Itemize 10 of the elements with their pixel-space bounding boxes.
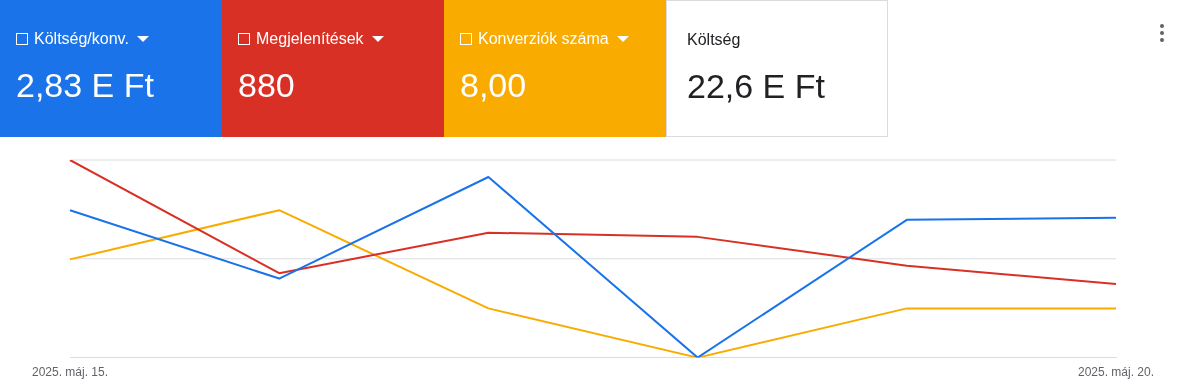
legend-label: Megjelenítések xyxy=(256,30,364,48)
legend-label: Konverziók száma xyxy=(478,30,609,48)
text: Költség xyxy=(687,31,741,49)
x-tick-label: 2025. máj. 20. xyxy=(1077,365,1155,380)
x-tick-label: 2025. máj. 15. xyxy=(31,365,109,380)
text: 880 xyxy=(238,66,296,105)
text: 8,00 xyxy=(460,66,528,105)
text: 22,6 E Ft xyxy=(687,67,826,106)
legend-label: Költség/konv. xyxy=(34,30,129,48)
text: 2,83 E Ft xyxy=(16,66,155,105)
